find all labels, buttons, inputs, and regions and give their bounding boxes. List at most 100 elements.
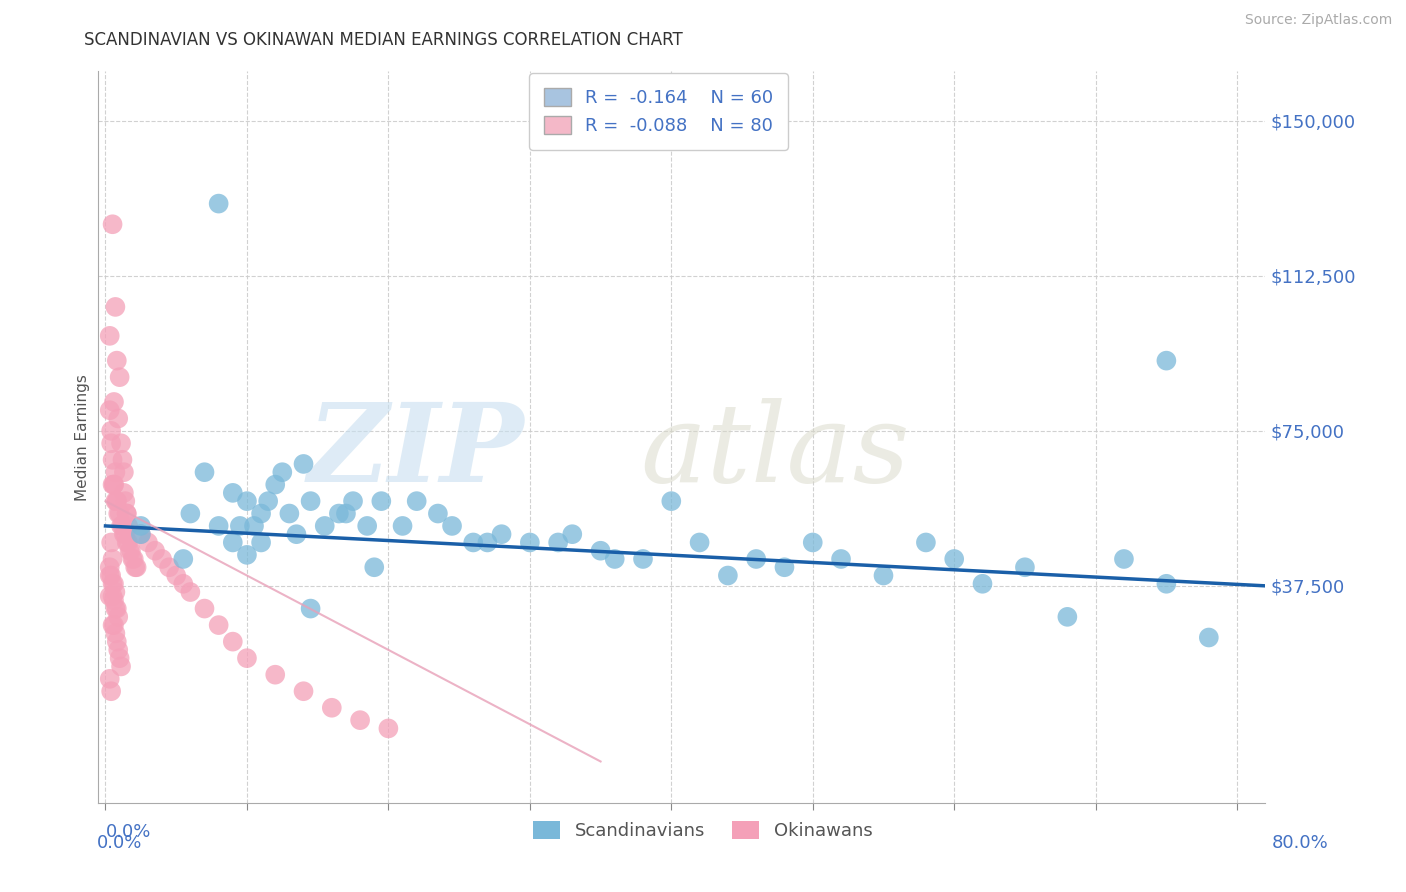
Point <box>1056 610 1078 624</box>
Point <box>172 552 194 566</box>
Point <box>118 543 141 558</box>
Point <box>110 519 132 533</box>
Point <box>114 494 136 508</box>
Point <box>830 552 852 566</box>
Point <box>125 560 148 574</box>
Point <box>972 576 994 591</box>
Point <box>107 643 129 657</box>
Point <box>150 552 173 566</box>
Point <box>491 527 513 541</box>
Point <box>250 507 273 521</box>
Point <box>257 494 280 508</box>
Point <box>426 507 449 521</box>
Point <box>363 560 385 574</box>
Point <box>1198 631 1220 645</box>
Point <box>172 576 194 591</box>
Point <box>101 589 124 603</box>
Text: ZIP: ZIP <box>308 398 524 506</box>
Point <box>391 519 413 533</box>
Point <box>1112 552 1135 566</box>
Point <box>108 507 131 521</box>
Point <box>105 353 128 368</box>
Point <box>441 519 464 533</box>
Point <box>463 535 485 549</box>
Point <box>105 494 128 508</box>
Point <box>101 576 124 591</box>
Point <box>98 672 121 686</box>
Point <box>100 568 122 582</box>
Point <box>100 535 122 549</box>
Point <box>342 494 364 508</box>
Point <box>103 618 125 632</box>
Text: atlas: atlas <box>641 398 910 506</box>
Point <box>943 552 966 566</box>
Point <box>120 543 142 558</box>
Point <box>104 585 127 599</box>
Legend: Scandinavians, Okinawans: Scandinavians, Okinawans <box>526 814 880 847</box>
Point <box>112 465 135 479</box>
Point <box>108 651 131 665</box>
Point <box>915 535 938 549</box>
Point <box>101 217 124 231</box>
Point <box>105 601 128 615</box>
Point <box>100 436 122 450</box>
Point <box>193 601 215 615</box>
Point <box>112 527 135 541</box>
Text: 80.0%: 80.0% <box>1272 834 1329 852</box>
Point <box>589 543 612 558</box>
Point <box>243 519 266 533</box>
Point <box>101 618 124 632</box>
Point <box>264 477 287 491</box>
Point <box>136 535 159 549</box>
Point <box>208 519 231 533</box>
Point <box>1014 560 1036 574</box>
Point <box>801 535 824 549</box>
Point <box>689 535 711 549</box>
Y-axis label: Median Earnings: Median Earnings <box>75 374 90 500</box>
Point <box>107 610 129 624</box>
Point <box>377 722 399 736</box>
Point <box>1156 576 1178 591</box>
Text: Source: ZipAtlas.com: Source: ZipAtlas.com <box>1244 13 1392 28</box>
Point <box>111 519 134 533</box>
Point <box>107 411 129 425</box>
Point <box>129 519 152 533</box>
Legend: R =  -0.164    N = 60, R =  -0.088    N = 80: R = -0.164 N = 60, R = -0.088 N = 80 <box>529 73 787 150</box>
Point <box>115 535 138 549</box>
Point <box>285 527 308 541</box>
Point <box>108 370 131 384</box>
Point <box>143 543 166 558</box>
Point <box>114 527 136 541</box>
Point <box>104 601 127 615</box>
Point <box>477 535 499 549</box>
Point <box>659 494 682 508</box>
Point <box>745 552 768 566</box>
Point <box>117 519 139 533</box>
Text: 0.0%: 0.0% <box>97 834 142 852</box>
Point <box>129 527 152 541</box>
Point <box>110 659 132 673</box>
Point <box>292 457 315 471</box>
Point <box>107 507 129 521</box>
Point <box>250 535 273 549</box>
Point <box>631 552 654 566</box>
Point <box>129 527 152 541</box>
Point <box>222 634 245 648</box>
Point <box>105 634 128 648</box>
Point <box>179 585 201 599</box>
Point <box>547 535 569 549</box>
Point <box>222 486 245 500</box>
Point <box>335 507 357 521</box>
Point <box>98 589 121 603</box>
Point <box>98 568 121 582</box>
Text: SCANDINAVIAN VS OKINAWAN MEDIAN EARNINGS CORRELATION CHART: SCANDINAVIAN VS OKINAWAN MEDIAN EARNINGS… <box>84 31 683 49</box>
Point <box>104 300 127 314</box>
Point <box>321 700 343 714</box>
Point <box>117 535 139 549</box>
Point <box>236 494 259 508</box>
Point <box>773 560 796 574</box>
Text: 0.0%: 0.0% <box>105 823 150 841</box>
Point <box>104 494 127 508</box>
Point <box>103 477 125 491</box>
Point <box>519 535 541 549</box>
